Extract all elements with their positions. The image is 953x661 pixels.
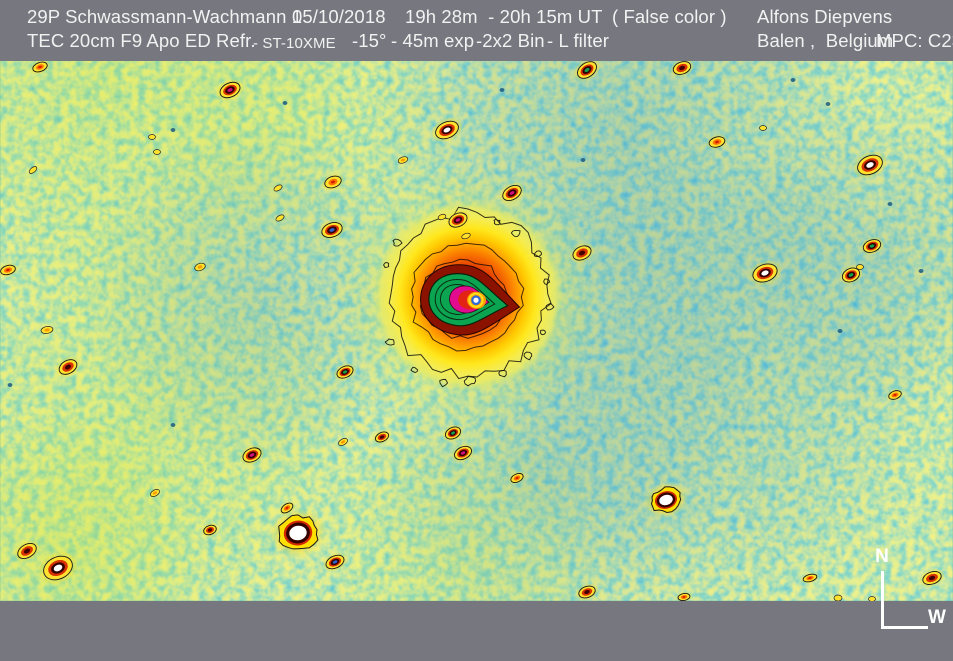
- star: [920, 569, 944, 587]
- star: [499, 182, 525, 204]
- star: [868, 596, 876, 601]
- star: [217, 79, 243, 101]
- caption-observer: Alfons Diepvens: [757, 6, 893, 27]
- contour-island: [543, 278, 551, 286]
- dark-speck: [170, 423, 176, 427]
- star: [323, 552, 347, 572]
- caption-location: Balen , Belgium: [757, 30, 894, 51]
- star: [56, 357, 80, 377]
- contour-island: [498, 369, 507, 378]
- caption-mpc-code: MPC: C23: [876, 30, 953, 51]
- star: [150, 489, 160, 497]
- sky-image: [0, 0, 953, 601]
- star: [194, 262, 206, 272]
- star: [334, 363, 356, 381]
- star: [28, 166, 38, 174]
- contour-island: [383, 262, 390, 268]
- star: [275, 214, 285, 222]
- dark-speck: [887, 202, 893, 206]
- contour-island: [540, 329, 546, 336]
- star: [446, 210, 470, 230]
- star: [461, 232, 471, 240]
- dark-speck: [282, 101, 288, 105]
- star: [240, 445, 264, 465]
- caption-filter: - L filter: [547, 30, 609, 51]
- star: [509, 471, 525, 485]
- star: [437, 213, 447, 221]
- dark-speck: [837, 329, 843, 333]
- caption-false-color: ( False color ): [612, 6, 727, 27]
- star: [201, 523, 219, 537]
- star: [833, 594, 843, 601]
- star: [576, 584, 598, 600]
- caption-exposure: - 45m exp: [391, 30, 475, 51]
- compass-north-label: N: [875, 546, 889, 567]
- star: [839, 265, 863, 285]
- star: [670, 59, 694, 77]
- star: [318, 219, 346, 241]
- star: [642, 481, 690, 519]
- contour-island: [545, 302, 555, 311]
- contour-island: [439, 378, 449, 388]
- comet: [373, 201, 563, 391]
- star: [853, 151, 887, 179]
- contour-island: [493, 218, 501, 226]
- comet-core: [420, 264, 521, 336]
- star: [443, 424, 463, 442]
- compass-west-label: W: [928, 607, 946, 628]
- star: [153, 149, 161, 155]
- caption-binning: -2x2 Bin: [476, 30, 545, 51]
- dark-speck: [7, 383, 13, 387]
- star: [39, 552, 77, 584]
- contour-island: [510, 230, 521, 237]
- star: [279, 501, 295, 515]
- star: [338, 438, 348, 446]
- star: [749, 260, 781, 286]
- contour-island: [533, 250, 543, 258]
- dark-speck: [790, 78, 796, 82]
- dark-speck: [580, 158, 586, 162]
- star: [860, 237, 884, 255]
- dark-speck: [918, 269, 924, 273]
- caption-telescope: TEC 20cm F9 Apo ED Refr.: [27, 30, 256, 51]
- contour-island: [463, 375, 477, 387]
- star: [706, 134, 728, 150]
- star: [30, 60, 50, 74]
- star: [759, 125, 767, 131]
- star: [373, 430, 391, 444]
- contour-island: [410, 366, 419, 373]
- star: [14, 540, 40, 562]
- star: [148, 134, 156, 140]
- star: [397, 156, 409, 164]
- star: [0, 263, 18, 277]
- dark-speck: [499, 88, 505, 92]
- star: [273, 184, 283, 192]
- star: [856, 264, 864, 270]
- star: [570, 243, 594, 263]
- compass-lines-icon: [881, 571, 928, 629]
- caption-date: 05/10/2018: [292, 6, 386, 27]
- caption-temperature: -15°: [352, 30, 387, 51]
- caption-time: 19h 28m - 20h 15m UT: [405, 6, 603, 27]
- contour-island: [384, 338, 395, 346]
- contour-island: [523, 351, 533, 361]
- star: [801, 572, 819, 584]
- caption-bar: 29P Schwassmann-Wachmann 1 05/10/2018 19…: [0, 0, 953, 61]
- star: [574, 58, 600, 82]
- star: [268, 506, 328, 560]
- caption-title: 29P Schwassmann-Wachmann 1: [27, 6, 303, 27]
- star: [676, 592, 692, 601]
- star: [451, 444, 475, 462]
- caption-camera: - ST-10XME: [253, 35, 336, 52]
- star: [886, 389, 904, 401]
- dark-speck: [170, 128, 176, 132]
- contour-island: [392, 238, 403, 247]
- star: [40, 326, 54, 334]
- dark-speck: [825, 102, 831, 106]
- star: [432, 118, 462, 142]
- star: [322, 174, 344, 190]
